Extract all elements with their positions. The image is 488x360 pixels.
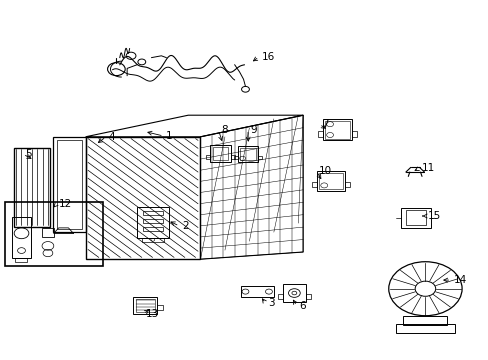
Text: 12: 12 — [59, 199, 72, 210]
Bar — [316, 171, 345, 191]
Bar — [305, 294, 310, 299]
Bar — [233, 156, 237, 159]
Bar — [317, 131, 322, 137]
Text: 16: 16 — [261, 52, 274, 62]
Bar — [311, 182, 316, 187]
Bar — [405, 210, 426, 225]
Bar — [322, 119, 351, 140]
Text: 4: 4 — [108, 132, 115, 142]
Bar — [142, 211, 163, 215]
Text: 6: 6 — [299, 301, 305, 311]
Bar — [237, 146, 258, 162]
Bar — [142, 219, 163, 223]
Text: 8: 8 — [221, 125, 227, 135]
Bar — [206, 155, 210, 159]
Bar — [395, 324, 454, 333]
Bar — [14, 148, 50, 227]
Text: 9: 9 — [250, 125, 257, 135]
Bar — [345, 182, 349, 187]
Bar — [53, 137, 86, 232]
Text: 11: 11 — [421, 163, 434, 174]
Bar — [240, 286, 273, 297]
Bar — [5, 202, 102, 266]
Bar — [351, 131, 356, 137]
Text: 15: 15 — [427, 211, 440, 221]
Text: 7: 7 — [321, 119, 328, 129]
Bar — [212, 147, 228, 160]
Bar — [210, 145, 230, 162]
Text: 2: 2 — [182, 221, 188, 231]
Text: 10: 10 — [318, 166, 331, 176]
Text: 3: 3 — [267, 298, 274, 308]
Bar — [319, 173, 342, 189]
Text: 13: 13 — [145, 309, 159, 319]
Bar — [403, 316, 447, 325]
Bar — [258, 156, 262, 159]
Text: 1: 1 — [166, 131, 173, 141]
Bar — [133, 297, 157, 314]
Bar — [230, 155, 234, 159]
Bar — [157, 305, 163, 310]
Bar — [240, 148, 255, 160]
Bar — [12, 217, 31, 258]
Bar — [325, 121, 349, 139]
Bar — [57, 140, 82, 229]
Bar — [42, 228, 54, 237]
Bar — [142, 227, 163, 231]
Bar — [277, 294, 282, 299]
Text: 5: 5 — [25, 149, 32, 159]
Bar — [400, 208, 430, 228]
Bar — [137, 207, 168, 238]
Bar — [142, 238, 163, 242]
Bar — [85, 137, 200, 259]
Text: 14: 14 — [453, 275, 466, 285]
Bar — [282, 284, 305, 302]
Bar — [15, 258, 27, 262]
Bar — [136, 299, 154, 312]
